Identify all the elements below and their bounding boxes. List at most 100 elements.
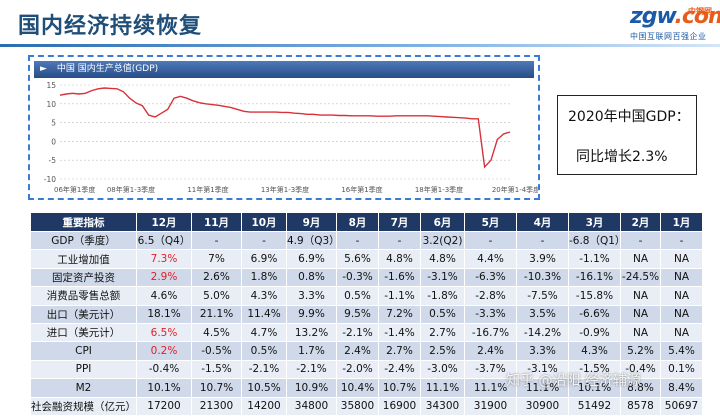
indicator-name-cell: 进口（美元计） bbox=[30, 322, 137, 343]
indicator-name-cell: GDP（季度） bbox=[30, 230, 137, 251]
indicator-name-cell: 消费品零售总额 bbox=[30, 286, 137, 306]
indicator-value-cell: -0.3% bbox=[336, 267, 379, 288]
chart-title: 中国 国内生产总值(GDP) bbox=[56, 64, 159, 74]
indicator-value-cell: 9.5% bbox=[336, 304, 379, 324]
column-header-month: 3月 bbox=[568, 212, 621, 232]
x-tick-label: 08年第1-3季度 bbox=[107, 185, 155, 194]
logo-cn-mark: 中钢网 bbox=[688, 7, 712, 16]
indicator-value-cell: - bbox=[620, 230, 661, 251]
table-row: 出口（美元计） 18.1% 21.1% 11.4% 9.9% 9.5% 7.2% 0.5% -3… bbox=[30, 304, 703, 324]
y-tick-label: 10 bbox=[46, 100, 56, 109]
table-row: CPI 0.2% -0.5% 0.5% 1.7% 2.4% 2.7% 2.5% 2.4% 3.3%… bbox=[30, 341, 703, 361]
indicator-value-cell: -0.4% bbox=[620, 359, 661, 380]
indicator-value-cell: -1.4% bbox=[378, 322, 421, 343]
indicator-value-cell: 0.5% bbox=[420, 304, 465, 324]
indicator-value-cell: 4.4% bbox=[464, 249, 517, 269]
brand-logo: zgw.com 中钢网 中国互联网百强企业 bbox=[600, 2, 720, 44]
indicator-value-cell: 8.4% bbox=[660, 378, 703, 398]
indicator-value-cell: 1.7% bbox=[286, 341, 337, 361]
chart-header: ► 中国 国内生产总值(GDP) bbox=[34, 61, 534, 78]
indicator-name-cell: PPI bbox=[30, 359, 137, 380]
y-tick-label: -10 bbox=[44, 175, 56, 184]
indicator-value-cell: 13.2% bbox=[286, 322, 337, 343]
indicator-value-cell: 7.3% bbox=[136, 249, 192, 269]
indicator-value-cell: 7% bbox=[191, 249, 242, 269]
indicator-value-cell: 0.2% bbox=[136, 341, 192, 361]
column-header-month: 7月 bbox=[378, 212, 421, 232]
indicator-value-cell: 34300 bbox=[420, 396, 465, 416]
gdp-chart-panel: ► 中国 国内生产总值(GDP) 15 10 5 0 -5 -10 06年第1季度 08年第1-… bbox=[28, 55, 540, 200]
indicator-value-cell: 3.3% bbox=[516, 341, 569, 361]
indicator-value-cell: 2.6% bbox=[191, 267, 242, 288]
indicator-value-cell: 10.7% bbox=[378, 378, 421, 398]
indicator-value-cell: 51492 bbox=[568, 396, 621, 416]
chevron-right-icon: ► bbox=[40, 64, 47, 74]
indicator-value-cell: -6.3% bbox=[464, 267, 517, 288]
indicator-value-cell: -2.4% bbox=[378, 359, 421, 380]
column-header-indicator: 重要指标 bbox=[30, 212, 137, 232]
indicator-value-cell: -1.8% bbox=[420, 286, 465, 306]
indicator-value-cell: - bbox=[336, 230, 379, 251]
indicator-value-cell: NA bbox=[620, 304, 661, 324]
indicator-value-cell: 7.2% bbox=[378, 304, 421, 324]
logo-tagline: 中国互联网百强企业 bbox=[630, 32, 707, 41]
table-row: 工业增加值 7.3% 7% 6.9% 6.9% 5.6% 4.8% 4.8% 4.4% 3.9% -… bbox=[30, 249, 703, 269]
indicator-value-cell: NA bbox=[660, 267, 703, 288]
indicator-name-cell: 固定资产投资 bbox=[30, 267, 137, 288]
indicator-value-cell: -24.5% bbox=[620, 267, 661, 288]
indicator-value-cell: - bbox=[378, 230, 421, 251]
indicator-value-cell: 5.4% bbox=[660, 341, 703, 361]
indicator-value-cell: NA bbox=[620, 249, 661, 269]
y-tick-label: 0 bbox=[51, 137, 56, 146]
indicator-value-cell: 2.7% bbox=[420, 322, 465, 343]
indicator-value-cell: 6.5（Q4） bbox=[136, 230, 192, 251]
indicator-value-cell: 4.8% bbox=[378, 249, 421, 269]
indicator-value-cell: 9.9% bbox=[286, 304, 337, 324]
y-tick-label: 5 bbox=[51, 119, 56, 128]
indicator-value-cell: 11.1% bbox=[464, 378, 517, 398]
indicator-value-cell: -0.9% bbox=[568, 322, 621, 343]
indicator-value-cell: 0.1% bbox=[660, 359, 703, 380]
indicator-value-cell: 2.9% bbox=[136, 267, 192, 288]
summary-line-1: 2020年中国GDP： bbox=[568, 109, 690, 125]
indicator-value-cell: 4.8% bbox=[420, 249, 465, 269]
indicator-value-cell: 5.2% bbox=[620, 341, 661, 361]
indicator-value-cell: 0.5% bbox=[241, 341, 287, 361]
indicator-value-cell: 4.5% bbox=[191, 322, 242, 343]
indicator-value-cell: NA bbox=[660, 249, 703, 269]
summary-line-2: 同比增长2.3% bbox=[576, 149, 668, 165]
indicator-value-cell: 31900 bbox=[464, 396, 517, 416]
indicator-value-cell: -2.0% bbox=[336, 359, 379, 380]
indicator-value-cell: 3.5% bbox=[516, 304, 569, 324]
indicator-value-cell: 6.9% bbox=[241, 249, 287, 269]
indicator-value-cell: 21.1% bbox=[191, 304, 242, 324]
indicator-value-cell: 10.9% bbox=[286, 378, 337, 398]
indicator-value-cell: 10.5% bbox=[241, 378, 287, 398]
indicator-value-cell: 2.4% bbox=[464, 341, 517, 361]
table-row: 消费品零售总额 4.6% 5.0% 4.3% 3.3% 0.5% -1.1% -1.8% -2.… bbox=[30, 286, 703, 306]
indicator-value-cell: 10.4% bbox=[336, 378, 379, 398]
indicator-value-cell: 2.4% bbox=[336, 341, 379, 361]
indicator-value-cell: 5.0% bbox=[191, 286, 242, 306]
indicator-value-cell: -6.6% bbox=[568, 304, 621, 324]
indicator-table: 重要指标 12月 11月 10月 9月 8月 7月 6月 5月 4月 3月 2月 1月 GDP（季度） 6… bbox=[30, 212, 703, 416]
indicator-value-cell: 14200 bbox=[241, 396, 287, 416]
column-header-month: 5月 bbox=[464, 212, 517, 232]
table-row: 固定资产投资 2.9% 2.6% 1.8% 0.8% -0.3% -1.6% -3.1% -6.… bbox=[30, 267, 703, 288]
indicator-value-cell: 4.7% bbox=[241, 322, 287, 343]
indicator-value-cell: NA bbox=[660, 322, 703, 343]
indicator-value-cell: 3.3% bbox=[286, 286, 337, 306]
table-row: 社会融资规模（亿元） 17200 21300 14200 34800 35800 16900… bbox=[30, 396, 703, 416]
indicator-value-cell: 11.1% bbox=[420, 378, 465, 398]
indicator-value-cell: -7.5% bbox=[516, 286, 569, 306]
column-header-month: 1月 bbox=[660, 212, 703, 232]
indicator-value-cell: - bbox=[241, 230, 287, 251]
indicator-value-cell: -2.1% bbox=[336, 322, 379, 343]
y-tick-label: -5 bbox=[49, 156, 57, 165]
indicator-value-cell: 11.1% bbox=[516, 378, 569, 398]
indicator-value-cell: 0.5% bbox=[336, 286, 379, 306]
indicator-value-cell: -1.6% bbox=[378, 267, 421, 288]
indicator-value-cell: 4.9（Q3） bbox=[286, 230, 340, 251]
indicator-value-cell: 50697 bbox=[660, 396, 703, 416]
